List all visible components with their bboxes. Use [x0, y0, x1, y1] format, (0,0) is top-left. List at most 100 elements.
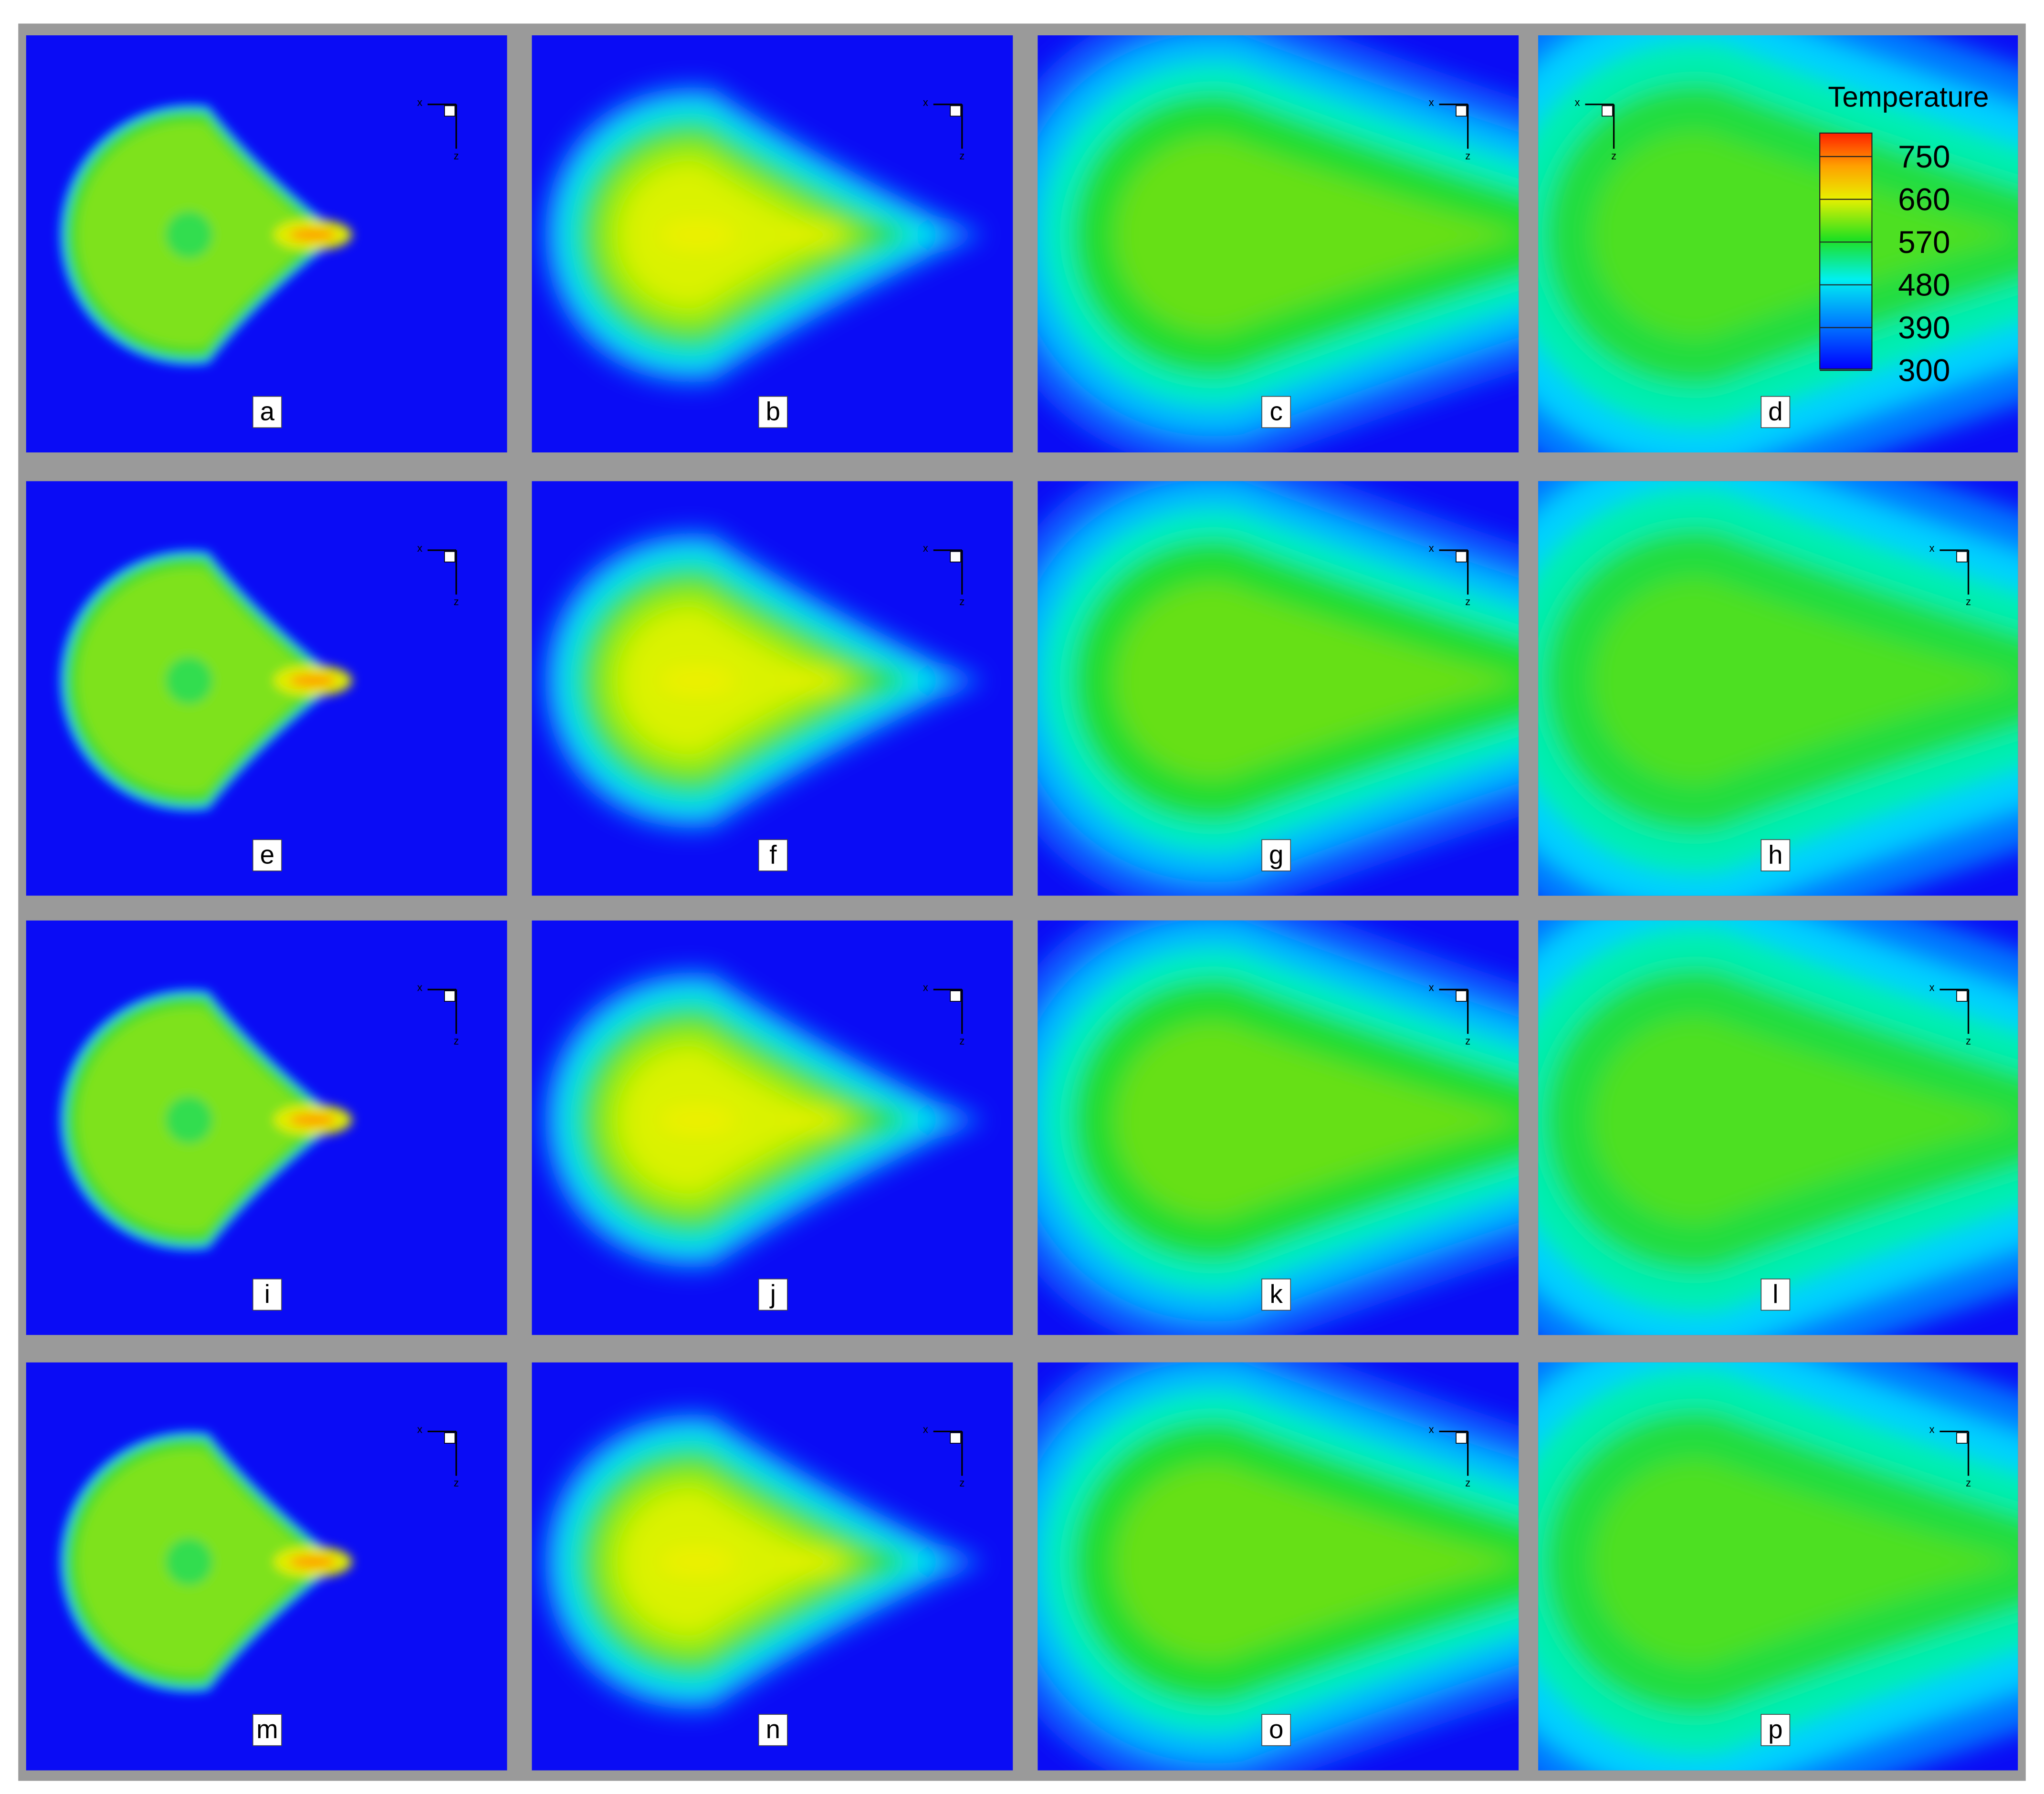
axis-triad: xz — [417, 981, 459, 1047]
temperature-field — [60, 989, 352, 1250]
triad-z-label: z — [454, 1477, 459, 1489]
triad-box — [1456, 990, 1467, 1002]
axis-triad: xz — [1429, 1423, 1470, 1489]
panel-label-box — [1761, 1714, 1791, 1746]
panel-label-box — [1761, 396, 1791, 428]
triad-box — [444, 1432, 456, 1444]
panel-label-box — [252, 1714, 282, 1746]
panel — [1038, 1362, 1519, 1771]
panel-label: n — [766, 1715, 780, 1744]
panel — [26, 35, 507, 453]
legend-tick-label: 660 — [1898, 182, 1950, 217]
panel-label: b — [766, 397, 780, 426]
triad-box — [444, 990, 456, 1002]
temperature-field — [542, 969, 985, 1271]
legend: Temperature 750 660 570 480 390 300 — [1819, 81, 1989, 388]
temperature-field — [60, 104, 352, 366]
temperature-field — [1538, 920, 2018, 1335]
panel — [532, 481, 1013, 896]
panel-label: j — [769, 1280, 776, 1309]
triad-z-label: z — [959, 1035, 964, 1047]
panel-label: c — [1269, 397, 1282, 426]
triad-box — [1956, 990, 1968, 1002]
temperature-field — [1038, 481, 1519, 896]
panel — [1038, 35, 1519, 453]
triad-x-label: x — [923, 1423, 928, 1435]
panel-label-box — [1261, 1714, 1291, 1746]
panel-label: h — [1768, 840, 1782, 869]
axis-triad: xz — [1429, 96, 1470, 162]
triad-x-label: x — [923, 96, 928, 108]
panel — [1538, 35, 2018, 453]
legend-title: Temperature — [1828, 81, 1989, 113]
triad-x-label: x — [417, 981, 422, 993]
panel-label-box — [1261, 1279, 1291, 1311]
axis-triad: xz — [923, 1423, 964, 1489]
temperature-field — [1538, 35, 2018, 453]
panel-label: e — [260, 840, 274, 869]
triad-z-label: z — [1966, 1477, 1971, 1489]
triad-z-label: z — [1966, 1035, 1971, 1047]
axis-triad: xz — [1929, 542, 1971, 608]
axis-triad: xz — [417, 96, 459, 162]
temperature-field — [542, 1411, 985, 1713]
axis-triad: xz — [923, 981, 964, 1047]
axis-triad: xz — [1575, 96, 1616, 162]
triad-box — [1602, 105, 1613, 117]
panel-label: k — [1269, 1280, 1283, 1309]
triad-box — [444, 105, 456, 117]
panel-label-box — [758, 396, 788, 428]
temperature-field — [542, 84, 985, 386]
panel — [532, 1362, 1013, 1771]
triad-x-label: x — [1929, 981, 1935, 993]
temperature-field — [1538, 481, 2018, 896]
triad-x-label: x — [417, 1423, 422, 1435]
panel-label: o — [1269, 1715, 1283, 1744]
panel — [1038, 481, 1519, 896]
triad-z-label: z — [959, 150, 964, 162]
triad-box — [1456, 1432, 1467, 1444]
panel-label-box — [252, 1279, 282, 1311]
legend-tick-label: 300 — [1898, 353, 1950, 388]
panel-label: g — [1269, 840, 1283, 869]
panel — [1538, 481, 2018, 896]
triad-z-label: z — [454, 596, 459, 608]
panel — [1538, 1362, 2018, 1771]
temperature-field — [1038, 35, 1519, 453]
panel-label-box — [1261, 396, 1291, 428]
triad-z-label: z — [1611, 150, 1616, 162]
panel — [1038, 920, 1519, 1335]
triad-x-label: x — [417, 96, 422, 108]
panel-label-box — [252, 839, 282, 871]
triad-z-label: z — [1966, 596, 1971, 608]
temperature-field — [542, 530, 985, 831]
panel — [532, 920, 1013, 1335]
triad-x-label: x — [1929, 1423, 1935, 1435]
triad-x-label: x — [1429, 542, 1434, 554]
triad-x-label: x — [1429, 981, 1434, 993]
legend-tick-label: 750 — [1898, 139, 1950, 174]
triad-x-label: x — [417, 542, 422, 554]
panel-label-box — [252, 396, 282, 428]
color-bar — [1819, 132, 1873, 370]
triad-x-label: x — [1575, 96, 1580, 108]
triad-box — [950, 105, 961, 117]
temperature-field — [1038, 1362, 1519, 1771]
legend-tick-label: 390 — [1898, 310, 1950, 345]
panel — [26, 481, 507, 896]
panel-label-box — [758, 1279, 788, 1311]
triad-box — [1456, 551, 1467, 563]
panel-label: a — [260, 397, 275, 426]
triad-box — [444, 551, 456, 563]
panel — [532, 35, 1013, 453]
triad-z-label: z — [454, 1035, 459, 1047]
axis-triad: xz — [417, 542, 459, 608]
triad-z-label: z — [1465, 1035, 1470, 1047]
triad-box — [1956, 1432, 1968, 1444]
axis-triad: xz — [417, 1423, 459, 1489]
axis-triad: xz — [923, 542, 964, 608]
legend-tick-label: 480 — [1898, 268, 1950, 303]
triad-z-label: z — [1465, 1477, 1470, 1489]
panel — [26, 1362, 507, 1771]
